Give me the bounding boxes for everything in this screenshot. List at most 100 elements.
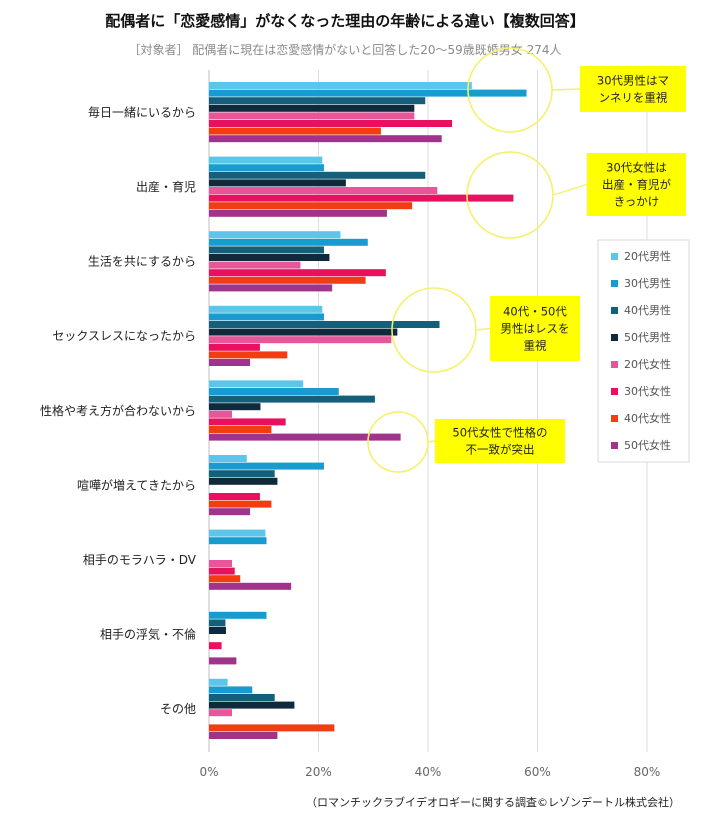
- bar: [209, 89, 527, 97]
- annotation-connector: [551, 88, 581, 91]
- x-tick-labels: 0% 20% 40% 60% 80%: [199, 765, 660, 779]
- legend-swatch: [611, 361, 618, 368]
- x-tick-label: 40%: [415, 765, 442, 779]
- legend-swatch: [611, 307, 618, 314]
- annotation-connector: [427, 440, 436, 443]
- source-note: （ロマンチックラブイデオロギーに関する調査©レゾンデートル株式会社）: [306, 795, 680, 809]
- category-label: 相手のモラハラ・DV: [83, 553, 197, 567]
- chart-title: 配偶者に「恋愛感情」がなくなった理由の年齢による違い【複数回答】: [105, 12, 585, 30]
- bar: [209, 529, 266, 537]
- bar: [209, 694, 275, 701]
- annotation-text: 50代女性で性格の: [452, 426, 547, 440]
- bar: [209, 575, 241, 583]
- bar: [209, 388, 339, 395]
- legend-swatch: [611, 415, 618, 422]
- bar: [209, 732, 278, 739]
- annotation-text: ンネリを重視: [599, 91, 668, 105]
- category-label: 性格や考え方が合わないから: [40, 403, 196, 418]
- bar: [209, 135, 442, 143]
- bar: [209, 343, 260, 351]
- bar: [209, 269, 386, 277]
- bar: [209, 254, 330, 261]
- bar: [209, 328, 398, 336]
- bars: [209, 82, 527, 739]
- annotation-text: 30代女性は: [606, 161, 667, 175]
- annotation-text: 40代・50代: [503, 305, 567, 319]
- legend-swatch: [611, 442, 618, 449]
- bar: [209, 701, 295, 709]
- bar: [209, 418, 286, 426]
- bar: [209, 477, 278, 485]
- legend-entry: 30代男性: [624, 276, 671, 290]
- bar: [209, 246, 324, 254]
- bar: [209, 500, 272, 508]
- annotation-box: [587, 153, 686, 216]
- bar: [209, 276, 366, 284]
- category-labels: 毎日一緒にいるから出産・育児生活を共にするからセックスレスになったから性格や考え…: [40, 104, 197, 716]
- category-label: 生活を共にするから: [88, 255, 196, 269]
- x-tick-label: 60%: [524, 765, 551, 779]
- bar: [209, 313, 324, 321]
- legend-swatch: [611, 388, 618, 395]
- bar: [209, 395, 375, 403]
- x-tick-label: 0%: [199, 765, 218, 779]
- bar: [209, 560, 232, 567]
- bar: [209, 582, 292, 590]
- bar: [209, 82, 472, 89]
- annotation-box: [580, 66, 686, 112]
- annotation-box: [435, 419, 565, 463]
- legend-swatch: [611, 253, 618, 260]
- bar: [209, 433, 401, 441]
- bar: [209, 462, 324, 470]
- legend-entry: 50代女性: [624, 438, 671, 452]
- legend-entry: 20代男性: [624, 249, 671, 263]
- bar: [209, 359, 251, 366]
- bar: [209, 202, 413, 210]
- bar: [209, 171, 426, 179]
- legend-swatch: [611, 280, 618, 287]
- bar: [209, 470, 275, 478]
- bar: [209, 611, 267, 619]
- bar: [209, 187, 438, 194]
- legend-swatch: [611, 334, 618, 341]
- bar: [209, 127, 381, 135]
- bar: [209, 321, 440, 328]
- bar: [209, 194, 514, 202]
- annotation-box: [490, 296, 580, 361]
- legend-entry: 30代女性: [624, 384, 671, 398]
- bar: [209, 410, 232, 418]
- bar: [209, 619, 226, 627]
- bar: [209, 104, 415, 112]
- bar: [209, 209, 387, 217]
- legend: 20代男性 30代男性 40代男性 50代男性 20代女性 30代女性 40代女性 50代女性: [597, 239, 690, 463]
- highlight-circle: [367, 411, 429, 473]
- bar: [209, 120, 453, 127]
- bar: [209, 678, 228, 686]
- bar: [209, 724, 335, 732]
- bar: [209, 261, 301, 269]
- annotation-text: 不一致が突出: [466, 443, 535, 457]
- bar: [209, 686, 253, 694]
- bar: [209, 627, 226, 634]
- category-label: 出産・育児: [136, 179, 196, 194]
- bar: [209, 455, 247, 462]
- annotation-text: 男性はレスを: [501, 322, 570, 336]
- bar: [209, 112, 415, 120]
- annotation-text: きっかけ: [614, 195, 660, 209]
- bar: [209, 403, 261, 411]
- annotation-text: 出産・育児が: [602, 178, 671, 192]
- annotation-connector: [475, 327, 491, 331]
- bar: [209, 336, 392, 344]
- bar: [209, 567, 235, 575]
- legend-entry: 40代女性: [624, 411, 671, 425]
- legend-entry: 20代女性: [624, 357, 671, 371]
- chart-subtitle: ［対象者］ 配偶者に現在は恋愛感情がないと回答した20～59歳既婚男女 274人: [128, 42, 561, 57]
- bar: [209, 305, 323, 313]
- bar: [209, 709, 232, 717]
- highlight-circle: [391, 287, 477, 373]
- annotation-text: 30代男性はマ: [597, 74, 669, 88]
- bar: [209, 426, 272, 433]
- category-label: 毎日一緒にいるから: [88, 104, 196, 119]
